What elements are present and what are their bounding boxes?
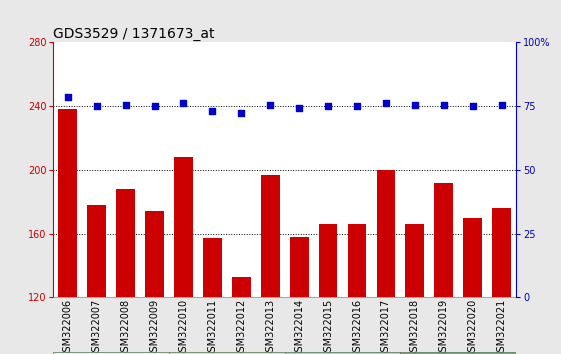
Point <box>121 102 130 108</box>
Bar <box>492 208 511 297</box>
Bar <box>203 239 222 297</box>
Point <box>381 100 390 106</box>
Bar <box>116 189 135 297</box>
Bar <box>284 352 401 354</box>
Point <box>63 94 72 99</box>
Bar <box>174 157 193 297</box>
Bar <box>88 205 106 297</box>
Bar <box>169 352 284 354</box>
Point <box>150 103 159 109</box>
Bar <box>319 224 338 297</box>
Point <box>295 105 304 110</box>
Point <box>237 110 246 115</box>
Point <box>266 102 275 108</box>
Bar <box>261 175 279 297</box>
Point <box>324 103 333 109</box>
Bar <box>290 237 309 297</box>
Bar <box>463 218 482 297</box>
Bar <box>376 170 396 297</box>
Point <box>497 102 506 108</box>
Point <box>208 108 217 114</box>
Text: GDS3529 / 1371673_at: GDS3529 / 1371673_at <box>53 28 215 41</box>
Bar <box>401 352 516 354</box>
Bar <box>232 277 251 297</box>
Point <box>92 103 101 109</box>
Point <box>411 102 420 108</box>
Bar <box>348 224 366 297</box>
Bar <box>53 352 169 354</box>
Bar <box>58 109 77 297</box>
Point <box>468 103 477 109</box>
Bar <box>145 211 164 297</box>
Point <box>352 103 361 109</box>
Point <box>179 100 188 106</box>
Bar <box>406 224 424 297</box>
Point <box>439 102 448 108</box>
Bar <box>434 183 453 297</box>
